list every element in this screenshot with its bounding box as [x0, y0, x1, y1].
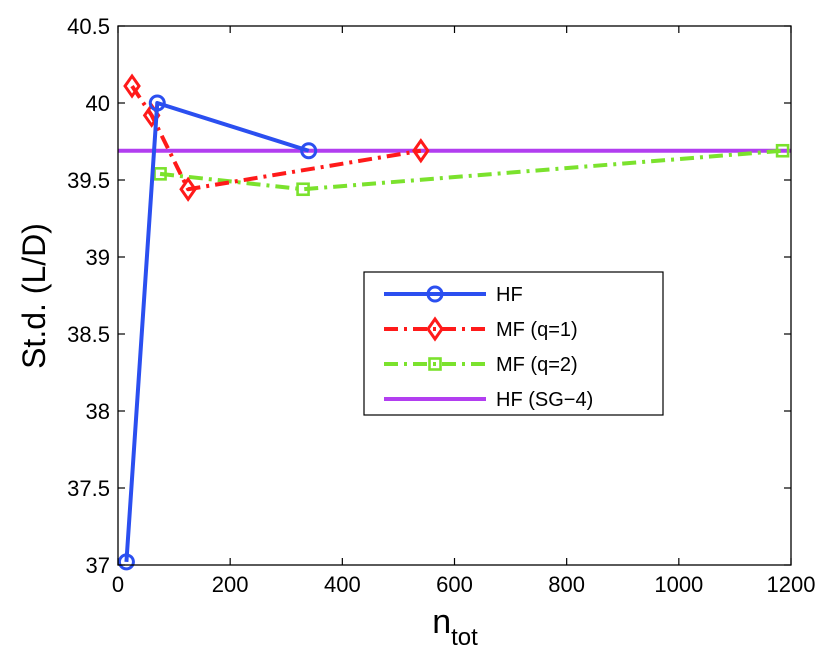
- y-tick-label: 39: [86, 245, 110, 270]
- x-tick-label: 200: [212, 572, 249, 597]
- x-axis-label: ntot: [432, 603, 478, 651]
- legend-label-hf-sg-4: HF (SG−4): [496, 389, 593, 411]
- x-tick-label: 1200: [767, 572, 816, 597]
- data-point-mf-q-2: [153, 167, 167, 181]
- data-point-hf: [300, 142, 318, 160]
- legend: HF MF (q=1) MF (q=2) HF (SG−4): [363, 271, 664, 416]
- x-tick-label: 1000: [654, 572, 703, 597]
- data-point-mf-q-1: [412, 138, 430, 164]
- data-point-mf-q-1: [179, 176, 197, 202]
- y-tick-label: 39.5: [67, 168, 110, 193]
- data-point-mf-q-1: [123, 73, 141, 99]
- legend-marker-hf: [426, 285, 444, 303]
- y-tick-label: 37.5: [67, 476, 110, 501]
- legend-entry-mf-q-2: MF (q=2): [384, 354, 578, 376]
- x-tick-label: 600: [436, 572, 473, 597]
- y-tick-label: 40: [86, 91, 110, 116]
- series-line-mf-q-1: [130, 84, 422, 192]
- x-tick-label: 800: [548, 572, 585, 597]
- series-line-mf-q-2: [159, 148, 783, 192]
- y-tick-label: 40.5: [67, 14, 110, 39]
- y-axis-label: St.d. (L/D): [16, 223, 52, 369]
- legend-marker-mf-q-2: [428, 357, 442, 371]
- legend-label-hf: HF: [496, 284, 523, 306]
- x-tick-label: 400: [324, 572, 361, 597]
- x-tick-label: 0: [112, 572, 124, 597]
- legend-label-mf-q-2: MF (q=2): [496, 354, 578, 376]
- legend-entry-mf-q-1: MF (q=1): [384, 316, 578, 342]
- data-point-mf-q-2: [296, 182, 310, 197]
- legend-entries: HF MF (q=1) MF (q=2) HF (SG−4): [384, 284, 593, 411]
- axis-ticks: 0 200 400 600 800 1000 1200 37 37.5 38 38.5 39 39.5 4…: [67, 14, 815, 597]
- plot-area: [117, 73, 791, 571]
- legend-entry-hf: HF: [384, 284, 523, 306]
- legend-label-mf-q-1: MF (q=1): [496, 319, 578, 341]
- x-axis-label-subscript: tot: [451, 624, 478, 651]
- data-point-mf-q-2: [775, 143, 790, 158]
- y-tick-label: 38: [86, 399, 110, 424]
- data-point-hf: [148, 94, 166, 112]
- x-axis-label-main: n: [432, 603, 451, 641]
- legend-entry-hf-sg-4: HF (SG−4): [384, 389, 593, 411]
- y-tick-label: 37: [86, 553, 110, 578]
- data-point-hf: [117, 553, 135, 571]
- legend-marker-mf-q-1: [426, 316, 444, 342]
- series-line-hf: [124, 101, 310, 563]
- y-tick-label: 38.5: [67, 322, 110, 347]
